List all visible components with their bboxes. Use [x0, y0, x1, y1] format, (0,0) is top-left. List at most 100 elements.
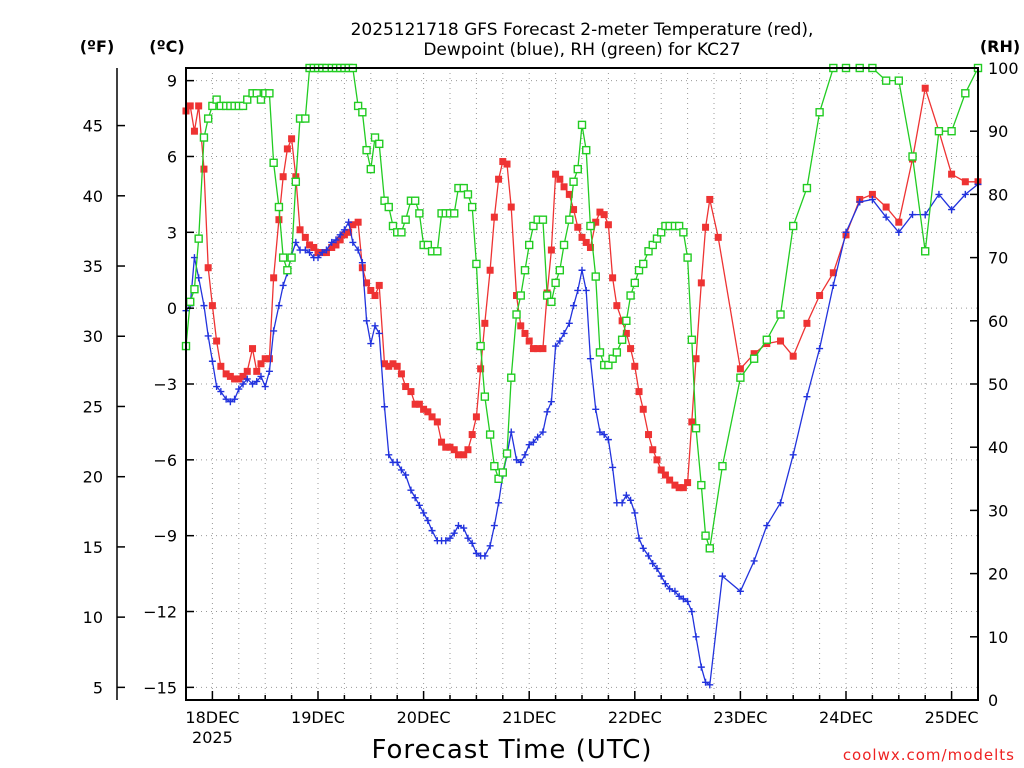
- rh-marker: [894, 76, 903, 85]
- dewpoint-marker: [213, 383, 221, 391]
- dewpoint-marker: [513, 456, 521, 464]
- temperature-marker: [442, 443, 450, 451]
- rh-marker: [586, 221, 595, 231]
- rh-marker: [961, 89, 970, 98]
- rh-marker: [802, 183, 812, 193]
- temperature-marker: [190, 127, 198, 135]
- temperature-marker: [363, 279, 371, 287]
- dewpoint-marker: [217, 388, 225, 396]
- temperature-marker: [261, 355, 269, 363]
- rh-tick-label: 90: [988, 122, 1008, 141]
- temperature-marker: [627, 345, 635, 353]
- fahrenheit-tick-label: 35: [83, 257, 103, 276]
- rh-marker: [555, 266, 565, 275]
- temperature-marker: [385, 362, 393, 370]
- rh-marker: [463, 190, 473, 199]
- temperature-marker: [868, 190, 876, 198]
- temperature-marker: [402, 383, 410, 391]
- dewpoint-marker: [909, 211, 917, 219]
- rh-marker: [301, 114, 310, 123]
- temperature-marker: [490, 213, 498, 221]
- rh-marker: [547, 297, 556, 307]
- dewpoint-marker: [253, 377, 261, 385]
- rh-marker: [604, 360, 613, 370]
- dewpoint-marker: [490, 522, 498, 530]
- temperature-marker: [560, 183, 568, 191]
- rh-marker: [529, 221, 538, 231]
- temperature-marker: [253, 367, 261, 375]
- dewpoint-marker: [222, 395, 230, 403]
- temperature-marker: [306, 241, 314, 249]
- celsius-tick-label: −3: [153, 375, 177, 394]
- rh-marker: [507, 373, 516, 382]
- rh-marker: [612, 348, 622, 357]
- rh-marker: [366, 164, 375, 174]
- dewpoint-marker: [486, 542, 494, 550]
- rh-marker: [410, 196, 420, 205]
- time-tick-label: 25DEC: [925, 708, 979, 727]
- dewpoint-marker: [424, 517, 432, 525]
- rh-marker: [252, 89, 261, 98]
- celsius-tick-label: 9: [167, 72, 177, 91]
- temperature-marker: [600, 211, 608, 219]
- dewpoint-marker: [381, 403, 389, 411]
- fahrenheit-tick-label: 15: [83, 538, 103, 557]
- rh-marker: [199, 133, 209, 142]
- rh-marker: [705, 544, 714, 553]
- rh-marker: [485, 430, 495, 439]
- time-tick-label: 22DEC: [608, 708, 662, 727]
- rh-marker: [634, 266, 644, 275]
- dewpoint-marker: [468, 539, 476, 547]
- temperature-marker: [195, 102, 203, 110]
- dewpoint-marker: [402, 471, 410, 479]
- rh-marker: [577, 120, 587, 130]
- dewpoint-marker: [582, 286, 590, 294]
- chart-title-line-1: 2025121718 GFS Forecast 2-meter Temperat…: [351, 20, 814, 40]
- dewpoint-marker: [200, 302, 208, 310]
- fahrenheit-tick-label: 10: [83, 608, 103, 627]
- celsius-tick-label: 0: [167, 299, 177, 318]
- dewpoint-marker: [349, 238, 357, 246]
- rh-marker: [353, 101, 363, 111]
- dewpoint-marker: [697, 663, 705, 671]
- temperature-marker: [803, 319, 811, 327]
- rh-marker: [736, 373, 745, 382]
- temperature-marker: [586, 243, 594, 251]
- temperature-marker: [631, 362, 639, 370]
- dewpoint-marker: [525, 441, 533, 449]
- dewpoint-marker: [570, 302, 578, 310]
- dewpoint-marker: [507, 428, 515, 436]
- temperature-marker: [582, 238, 590, 246]
- rh-marker: [194, 234, 203, 243]
- temperature-marker: [645, 431, 653, 439]
- rh-marker: [569, 177, 578, 186]
- rh-marker: [538, 215, 548, 224]
- temperature-marker: [714, 233, 722, 241]
- temperature-marker: [367, 286, 375, 294]
- temperature-marker: [635, 388, 643, 396]
- rh-marker: [525, 240, 534, 250]
- dewpoint-marker: [235, 385, 243, 393]
- temperature-marker: [777, 337, 785, 345]
- dewpoint-marker: [442, 537, 450, 545]
- dewpoint-marker: [618, 499, 626, 507]
- temperature-marker: [534, 345, 542, 353]
- dewpoint-marker: [556, 337, 564, 345]
- rh-marker: [639, 259, 648, 269]
- rh-marker: [459, 183, 468, 193]
- temperature-marker: [679, 484, 687, 492]
- temperature-marker: [345, 228, 353, 236]
- rh-marker: [749, 354, 759, 363]
- temperature-marker: [895, 218, 903, 226]
- dewpoint-marker: [208, 357, 216, 365]
- temperature-marker: [296, 226, 304, 234]
- fahrenheit-tick-label: 20: [83, 468, 103, 487]
- dewpoint-marker: [789, 451, 797, 459]
- dewpoint-marker: [882, 213, 890, 221]
- dewpoint-marker: [763, 522, 771, 530]
- rh-marker: [433, 247, 442, 256]
- dewpoint-marker: [318, 249, 326, 257]
- temperature-marker: [789, 352, 797, 360]
- time-tick-label: 24DEC: [819, 708, 873, 727]
